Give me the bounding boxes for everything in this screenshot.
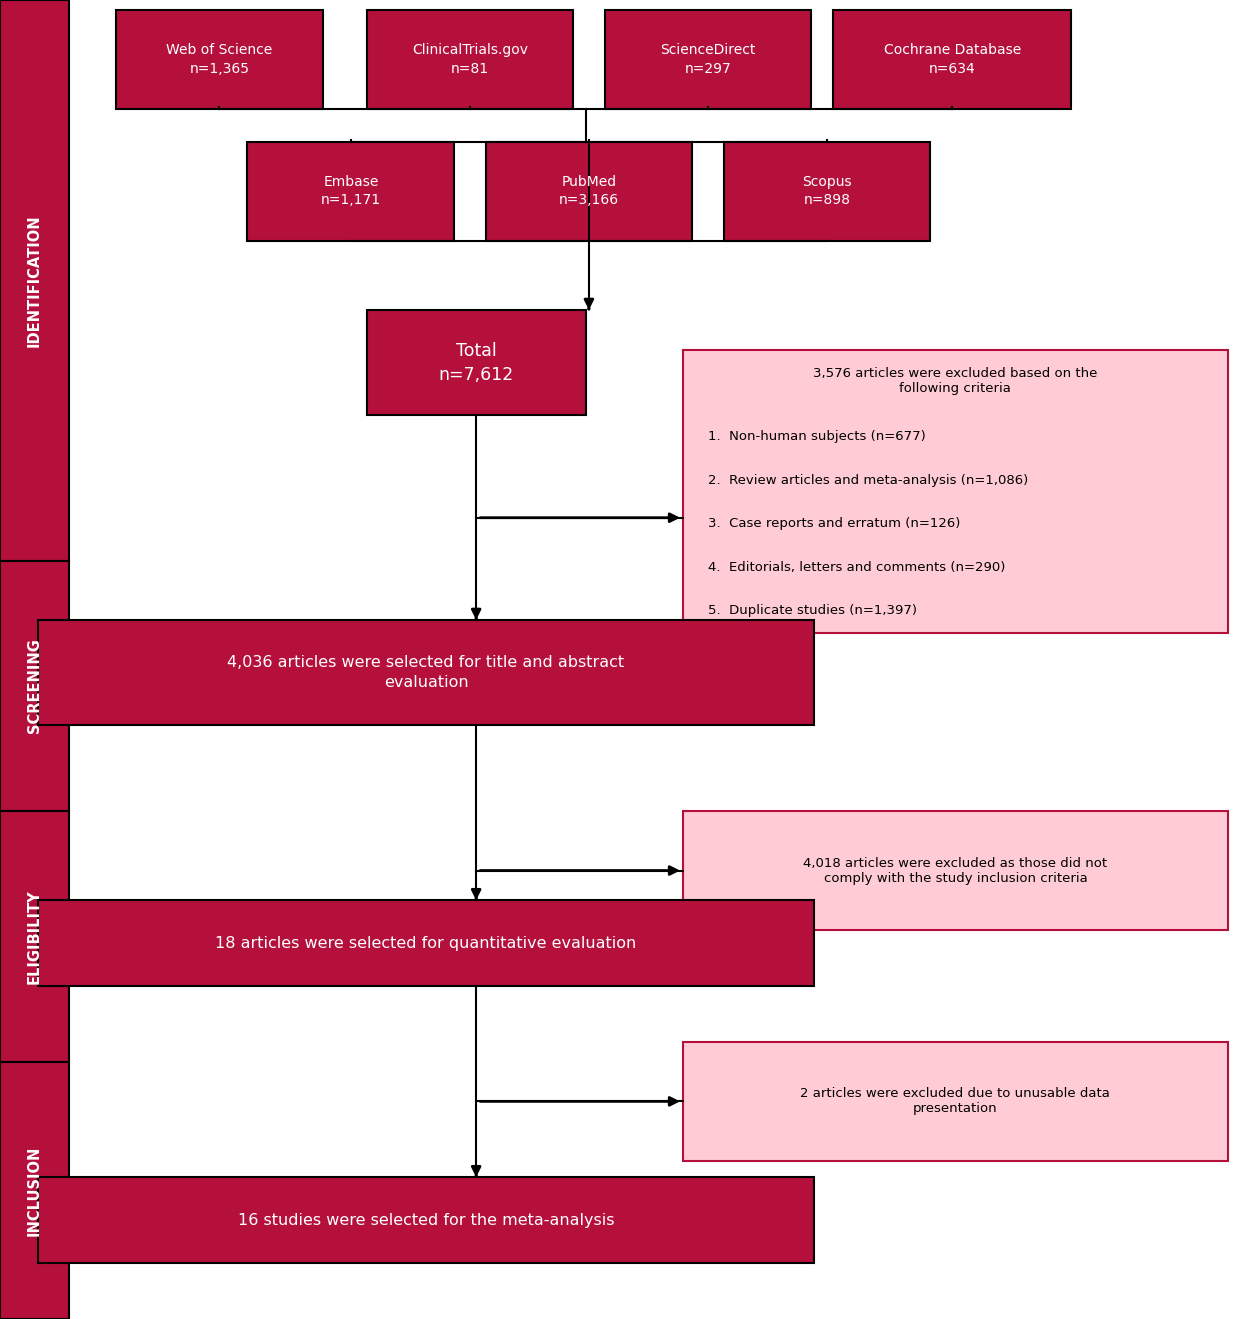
Bar: [248, 142, 455, 240]
Bar: [683, 1042, 1228, 1161]
Text: INCLUSION: INCLUSION: [28, 1145, 41, 1236]
Text: Scopus
n=898: Scopus n=898: [802, 175, 852, 207]
Bar: [115, 11, 323, 109]
Bar: [0, 1062, 69, 1319]
Text: 5.  Duplicate studies (n=1,397): 5. Duplicate studies (n=1,397): [708, 604, 917, 617]
Text: 3,576 articles were excluded based on the
following criteria: 3,576 articles were excluded based on th…: [813, 367, 1098, 394]
Bar: [486, 142, 693, 240]
Bar: [604, 11, 812, 109]
Bar: [0, 811, 69, 1062]
Bar: [38, 1178, 814, 1264]
Text: 4,036 articles were selected for title and abstract
evaluation: 4,036 articles were selected for title a…: [228, 656, 624, 690]
Bar: [0, 0, 69, 561]
Text: 2.  Review articles and meta-analysis (n=1,086): 2. Review articles and meta-analysis (n=…: [708, 474, 1029, 487]
Bar: [38, 901, 814, 987]
Bar: [683, 350, 1228, 633]
Bar: [367, 310, 585, 415]
Bar: [683, 811, 1228, 930]
Text: 1.  Non-human subjects (n=677): 1. Non-human subjects (n=677): [708, 430, 926, 443]
Bar: [724, 142, 930, 240]
Text: Embase
n=1,171: Embase n=1,171: [321, 175, 381, 207]
Text: 3.  Case reports and erratum (n=126): 3. Case reports and erratum (n=126): [708, 517, 960, 530]
Bar: [38, 620, 814, 725]
Text: IDENTIFICATION: IDENTIFICATION: [28, 214, 41, 347]
Text: 16 studies were selected for the meta-analysis: 16 studies were selected for the meta-an…: [238, 1212, 614, 1228]
Text: 18 articles were selected for quantitative evaluation: 18 articles were selected for quantitati…: [216, 935, 637, 951]
Text: 4,018 articles were excluded as those did not
comply with the study inclusion cr: 4,018 articles were excluded as those di…: [803, 856, 1108, 885]
Text: ELIGIBILITY: ELIGIBILITY: [28, 889, 41, 984]
Text: PubMed
n=3,166: PubMed n=3,166: [559, 175, 619, 207]
Bar: [833, 11, 1071, 109]
Bar: [367, 11, 574, 109]
Text: 2 articles were excluded due to unusable data
presentation: 2 articles were excluded due to unusable…: [801, 1087, 1110, 1116]
Text: ClinicalTrials.gov
n=81: ClinicalTrials.gov n=81: [412, 44, 528, 75]
Bar: [0, 561, 69, 811]
Text: 4.  Editorials, letters and comments (n=290): 4. Editorials, letters and comments (n=2…: [708, 561, 1005, 574]
Text: SCREENING: SCREENING: [28, 638, 41, 733]
Text: ScienceDirect
n=297: ScienceDirect n=297: [660, 44, 756, 75]
Text: Total
n=7,612: Total n=7,612: [439, 342, 514, 384]
Text: Cochrane Database
n=634: Cochrane Database n=634: [883, 44, 1021, 75]
Text: Web of Science
n=1,365: Web of Science n=1,365: [167, 44, 272, 75]
